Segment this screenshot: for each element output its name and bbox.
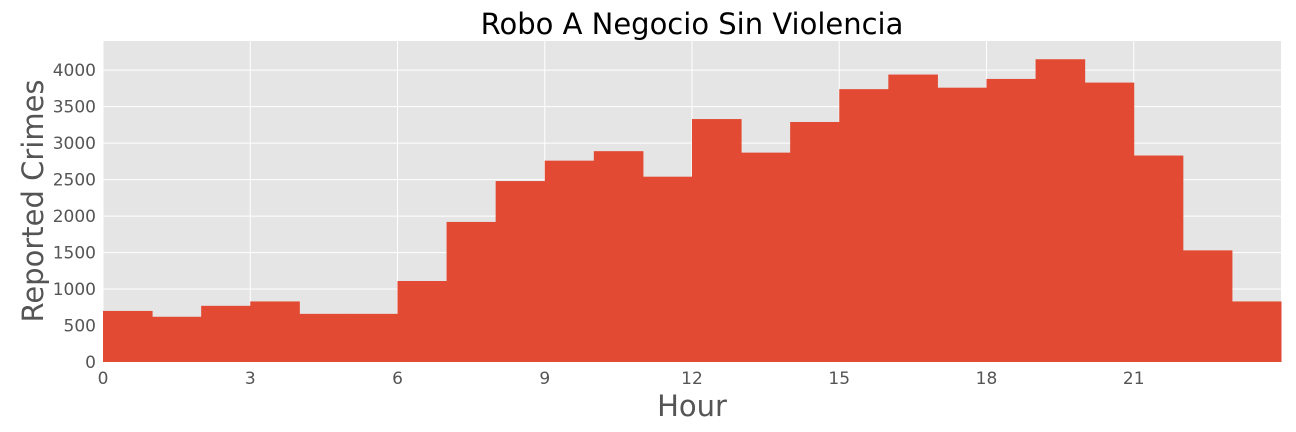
bar-hour-17 xyxy=(937,87,987,362)
bar-hour-13 xyxy=(741,152,791,362)
bar-hour-14 xyxy=(790,121,840,362)
bar-hour-10 xyxy=(593,151,644,362)
bar-hour-18 xyxy=(986,78,1037,362)
x-tick-label: 18 xyxy=(976,369,998,389)
x-tick-labels: 0 3 6 9 12 15 18 21 xyxy=(98,369,1145,389)
chart-title: Robo A Negocio Sin Violencia xyxy=(481,7,904,41)
bar-hour-16 xyxy=(888,74,938,363)
x-axis-label: Hour xyxy=(657,389,727,423)
y-tick-label: 500 xyxy=(64,317,96,337)
bar-hour-0 xyxy=(103,310,153,362)
bar-hour-23 xyxy=(1231,301,1282,362)
y-tick-label: 4000 xyxy=(53,61,96,81)
x-tick-label: 0 xyxy=(98,369,109,389)
x-tick-label: 12 xyxy=(681,369,703,389)
y-tick-label: 2500 xyxy=(53,171,96,191)
bar-hour-7 xyxy=(446,221,497,362)
bar-hour-1 xyxy=(152,316,202,362)
bar-hour-2 xyxy=(201,305,251,362)
y-tick-label: 3000 xyxy=(53,134,96,154)
bar-hour-8 xyxy=(495,181,546,362)
y-tick-labels: 0 500 1000 1500 2000 2500 3000 3500 4000 xyxy=(53,61,96,373)
x-tick-label: 6 xyxy=(392,369,403,389)
bars xyxy=(103,59,1282,363)
bar-hour-3 xyxy=(250,301,300,362)
x-tick-label: 15 xyxy=(828,369,850,389)
y-tick-label: 3500 xyxy=(53,98,96,118)
y-tick-label: 1000 xyxy=(53,280,96,300)
bar-hour-12 xyxy=(692,119,742,362)
bar-hour-22 xyxy=(1182,250,1233,362)
y-tick-label: 1500 xyxy=(53,244,96,264)
y-axis-label: Reported Crimes xyxy=(16,79,50,322)
bar-hour-21 xyxy=(1133,155,1184,362)
bar-hour-15 xyxy=(839,89,889,363)
bar-hour-19 xyxy=(1035,59,1086,362)
x-tick-label: 9 xyxy=(539,369,550,389)
bar-hour-6 xyxy=(397,281,448,362)
y-tick-label: 0 xyxy=(85,353,96,373)
bar-hour-9 xyxy=(544,160,595,362)
y-tick-label: 2000 xyxy=(53,207,96,227)
x-tick-label: 21 xyxy=(1123,369,1145,389)
bar-hour-5 xyxy=(348,313,398,362)
bar-hour-4 xyxy=(299,313,349,362)
bar-hour-20 xyxy=(1084,82,1135,362)
x-tick-label: 3 xyxy=(245,369,256,389)
bar-hour-11 xyxy=(642,176,693,362)
